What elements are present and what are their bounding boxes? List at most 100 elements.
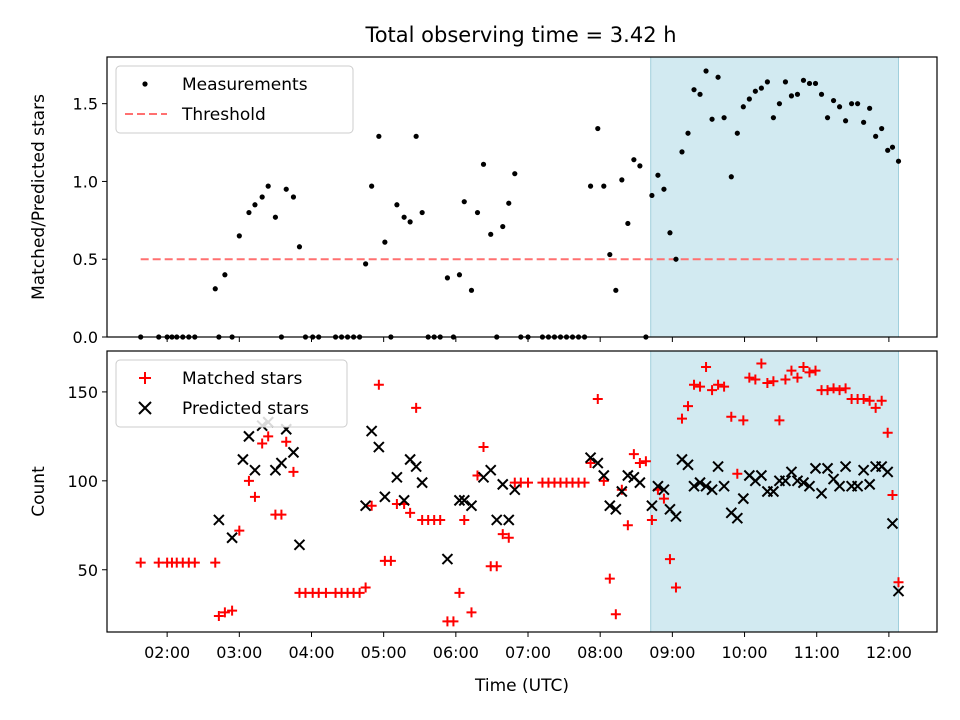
predicted-star-point <box>809 462 822 475</box>
matched-star-point <box>756 358 767 369</box>
matched-star-point <box>719 381 730 392</box>
x-tick-label: 09:00 <box>649 643 695 662</box>
measurement-point <box>619 177 625 183</box>
matched-star-point <box>646 514 657 525</box>
matched-star-point <box>864 395 875 406</box>
matched-star-point <box>454 587 465 598</box>
series-2 <box>213 416 905 597</box>
x-tick-label: 07:00 <box>505 643 551 662</box>
matched-star-point <box>153 557 164 568</box>
predicted-star-point <box>243 430 255 443</box>
predicted-star-point <box>712 460 724 473</box>
predicted-star-point <box>359 500 372 512</box>
matched-star-point <box>676 413 687 424</box>
measurement-point <box>512 171 518 177</box>
top-panel: 0.0 0.5 1.0 1.5 Matched/Predicted stars Measu… <box>29 56 938 347</box>
x-tick-label: 05:00 <box>361 643 407 662</box>
predicted-star-point <box>458 494 470 507</box>
matched-star-point <box>713 379 724 390</box>
measurement-point <box>613 287 619 293</box>
matched-star-point <box>227 605 238 616</box>
matched-star-point <box>360 582 371 593</box>
matched-star-point <box>634 458 645 469</box>
measurement-point <box>382 239 388 245</box>
predicted-star-point <box>797 476 810 489</box>
measurement-point <box>631 157 637 163</box>
matched-star-point <box>640 456 651 467</box>
predicted-star-point <box>803 480 816 492</box>
measurement-point <box>691 87 697 93</box>
predicted-star-point <box>767 485 780 498</box>
predicted-star-point <box>379 491 391 503</box>
predicted-star-point <box>857 464 870 476</box>
measurement-point <box>758 85 764 91</box>
predicted-star-point <box>584 452 597 464</box>
matched-star-point <box>466 607 477 618</box>
measurement-point <box>812 80 819 87</box>
bottom-panel: 50 100 150 02:00 03:00 04:00 05:00 06:00 07:00 08… <box>29 350 938 696</box>
measurement-point <box>782 79 789 85</box>
y-tick-label: 1.0 <box>73 172 98 191</box>
matched-star-point <box>664 554 675 565</box>
matched-star-point <box>828 383 839 394</box>
y-tick-label: 50 <box>78 561 98 580</box>
legend-label: Measurements <box>182 75 308 95</box>
matched-star-point <box>405 507 416 518</box>
legend-marker-measurements <box>142 81 148 87</box>
measurement-point <box>879 125 885 132</box>
matched-star-point <box>762 378 773 389</box>
series-1 <box>135 358 904 627</box>
matched-star-point <box>792 372 803 383</box>
measurement-point <box>794 91 801 97</box>
predicted-star-point <box>785 466 798 478</box>
matched-star-point <box>523 477 534 488</box>
predicted-star-point <box>694 476 706 489</box>
matched-star-point <box>768 376 779 387</box>
matched-star-point <box>893 577 904 588</box>
matched-star-point <box>822 385 833 396</box>
matched-star-point <box>786 365 797 376</box>
matched-star-point <box>210 557 221 568</box>
matched-star-point <box>411 402 422 413</box>
matched-star-point <box>366 500 377 511</box>
axes-frame <box>106 56 938 338</box>
measurement-point <box>867 105 873 111</box>
measurement-point <box>746 96 752 102</box>
measurement-point <box>212 286 218 292</box>
predicted-star-point <box>839 460 852 473</box>
matched-star-point <box>598 475 609 486</box>
matched-star-point <box>834 385 845 396</box>
predicted-star-point <box>237 453 249 466</box>
matched-star-point <box>497 529 508 540</box>
matched-star-point <box>882 427 893 438</box>
measurement-point <box>500 223 506 230</box>
predicted-star-point <box>592 457 604 469</box>
measurement-point <box>480 161 487 167</box>
predicted-star-point <box>509 484 521 496</box>
measurement-point <box>673 256 679 262</box>
measurement-point <box>236 233 242 239</box>
matched-star-point <box>701 362 712 373</box>
matched-star-point <box>622 520 633 531</box>
y-tick-label: 1.5 <box>73 95 98 114</box>
y-axis-label: Matched/Predicted stars <box>29 94 49 300</box>
matched-star-point <box>604 573 615 584</box>
predicted-star-point <box>416 476 428 489</box>
measurement-point <box>607 251 613 258</box>
y-tick-label: 0.5 <box>73 250 98 269</box>
matched-star-point <box>810 365 821 376</box>
predicted-star-point <box>833 480 846 492</box>
measurement-point <box>506 200 512 206</box>
legend-box <box>115 359 348 428</box>
matched-star-point <box>887 490 898 501</box>
measurement-point <box>818 91 825 97</box>
measurement-point <box>861 119 867 125</box>
measurement-point <box>369 183 375 189</box>
measurement-point <box>776 101 783 107</box>
measurement-point <box>721 115 727 121</box>
measurement-point <box>895 158 902 164</box>
shaded-region <box>650 56 900 338</box>
matched-star-point <box>257 438 268 449</box>
predicted-star-point <box>737 492 750 505</box>
